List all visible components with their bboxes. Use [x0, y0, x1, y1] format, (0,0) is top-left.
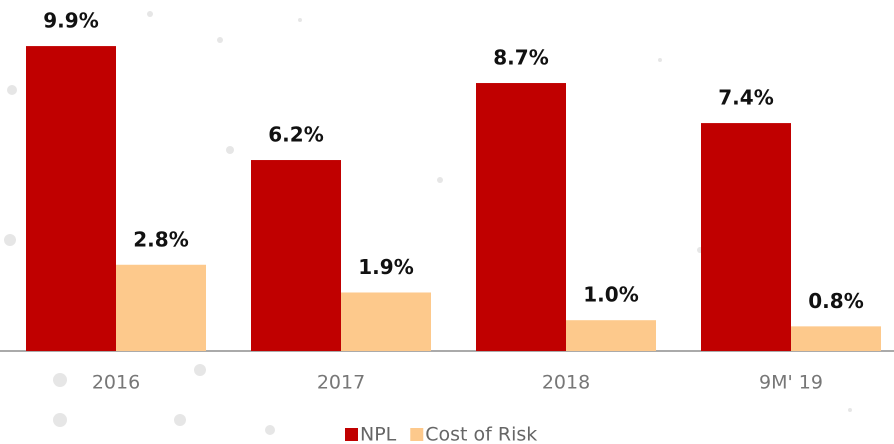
data-label: 9.9%	[43, 9, 98, 33]
bar	[116, 264, 206, 351]
x-tick-label: 2017	[317, 372, 365, 394]
background-dots	[4, 11, 852, 435]
legend-label: Cost of Risk	[425, 424, 537, 444]
bar	[476, 83, 566, 351]
data-label: 1.9%	[358, 255, 413, 279]
data-label: 2.8%	[133, 227, 188, 251]
bar	[791, 326, 881, 351]
bar	[26, 46, 116, 352]
bar	[701, 123, 791, 351]
legend-swatch	[410, 428, 424, 441]
data-label: 8.7%	[493, 46, 548, 70]
legend-label: NPL	[360, 424, 397, 444]
bar	[251, 160, 341, 351]
data-label: 7.4%	[718, 86, 773, 110]
x-tick-label: 2016	[92, 372, 140, 394]
data-label: 1.0%	[583, 283, 638, 307]
legend-swatch	[345, 428, 358, 441]
x-tick-label: 9M' 19	[759, 372, 823, 394]
x-tick-label: 2018	[542, 372, 590, 394]
bar	[566, 320, 656, 351]
data-label: 0.8%	[808, 289, 863, 313]
data-label: 6.2%	[268, 123, 323, 147]
bar	[341, 292, 431, 351]
